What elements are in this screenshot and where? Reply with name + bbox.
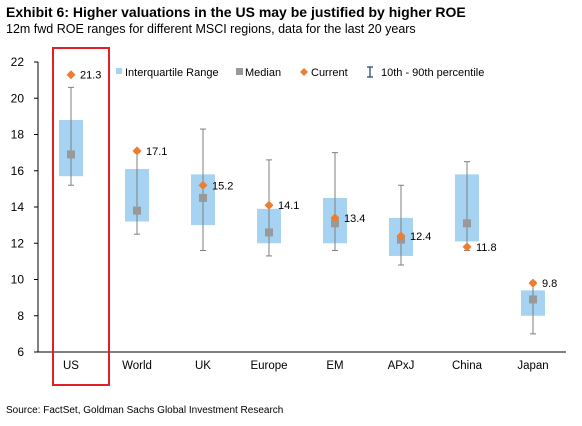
y-tick-label: 12 [11,236,25,250]
y-tick-label: 20 [11,91,25,105]
current-value-label-japan: 9.8 [542,278,557,290]
current-marker-uk [198,180,208,190]
chart-title: Exhibit 6: Higher valuations in the US m… [6,4,466,20]
category-label-apxj: APxJ [388,360,415,372]
legend-label-range: 10th - 90th percentile [381,67,484,79]
current-value-label-us: 21.3 [80,70,101,82]
y-tick-label: 10 [11,273,25,287]
current-value-label-world: 17.1 [146,146,167,158]
current-value-label-em: 13.4 [344,213,365,225]
category-label-world: World [122,360,152,372]
median-marker-japan [529,295,537,304]
legend-median-swatch [236,68,243,75]
y-tick-label: 22 [11,55,25,69]
category-label-uk: UK [195,360,211,372]
current-value-label-uk: 15.2 [212,180,233,192]
current-value-label-apxj: 12.4 [410,231,431,243]
category-label-china: China [452,360,483,372]
current-marker-em [330,213,340,223]
label-layer: 21.3 US 17.1 World 15.2 UK 14.1 Europe 13.4 EM 12.… [52,47,557,386]
median-marker-uk [199,193,207,202]
legend-label-median: Median [245,67,281,79]
current-value-label-europe: 14.1 [278,200,299,212]
current-marker-japan [528,278,538,288]
source-note: Source: FactSet, Goldman Sachs Global In… [6,405,284,416]
current-marker-europe [264,200,274,210]
legend-label-current: Current [311,67,348,79]
category-label-japan: Japan [517,360,548,372]
current-marker-world [132,146,142,156]
highlight-frame-us [52,47,110,386]
median-marker-europe [265,228,273,237]
category-label-em: EM [326,360,343,372]
y-tick-label: 6 [17,345,24,359]
median-marker-em [331,219,339,228]
chart-subtitle: 12m fwd ROE ranges for different MSCI re… [6,22,416,36]
box-layer [59,70,545,335]
y-tick-label: 16 [11,164,25,178]
current-marker-china [462,242,472,252]
y-tick-label: 18 [11,128,25,142]
current-value-label-china: 11.8 [476,242,497,254]
legend-label-iqr: Interquartile Range [125,67,219,79]
y-tick-label: 8 [17,309,24,323]
median-marker-china [463,219,471,228]
category-label-europe: Europe [250,360,287,372]
median-marker-world [133,206,141,215]
median-marker-us [67,150,75,159]
current-marker-apxj [396,231,406,241]
y-tick-label: 14 [11,200,25,214]
axis-layer: 6 8 10 12 14 16 18 20 22 [11,55,566,359]
legend-current-swatch [300,68,308,76]
legend-iqr-swatch [116,68,122,74]
current-marker-us [66,70,76,80]
category-label-us: US [63,360,79,372]
legend: Interquartile Range Median Current 10th - 9… [116,66,484,79]
